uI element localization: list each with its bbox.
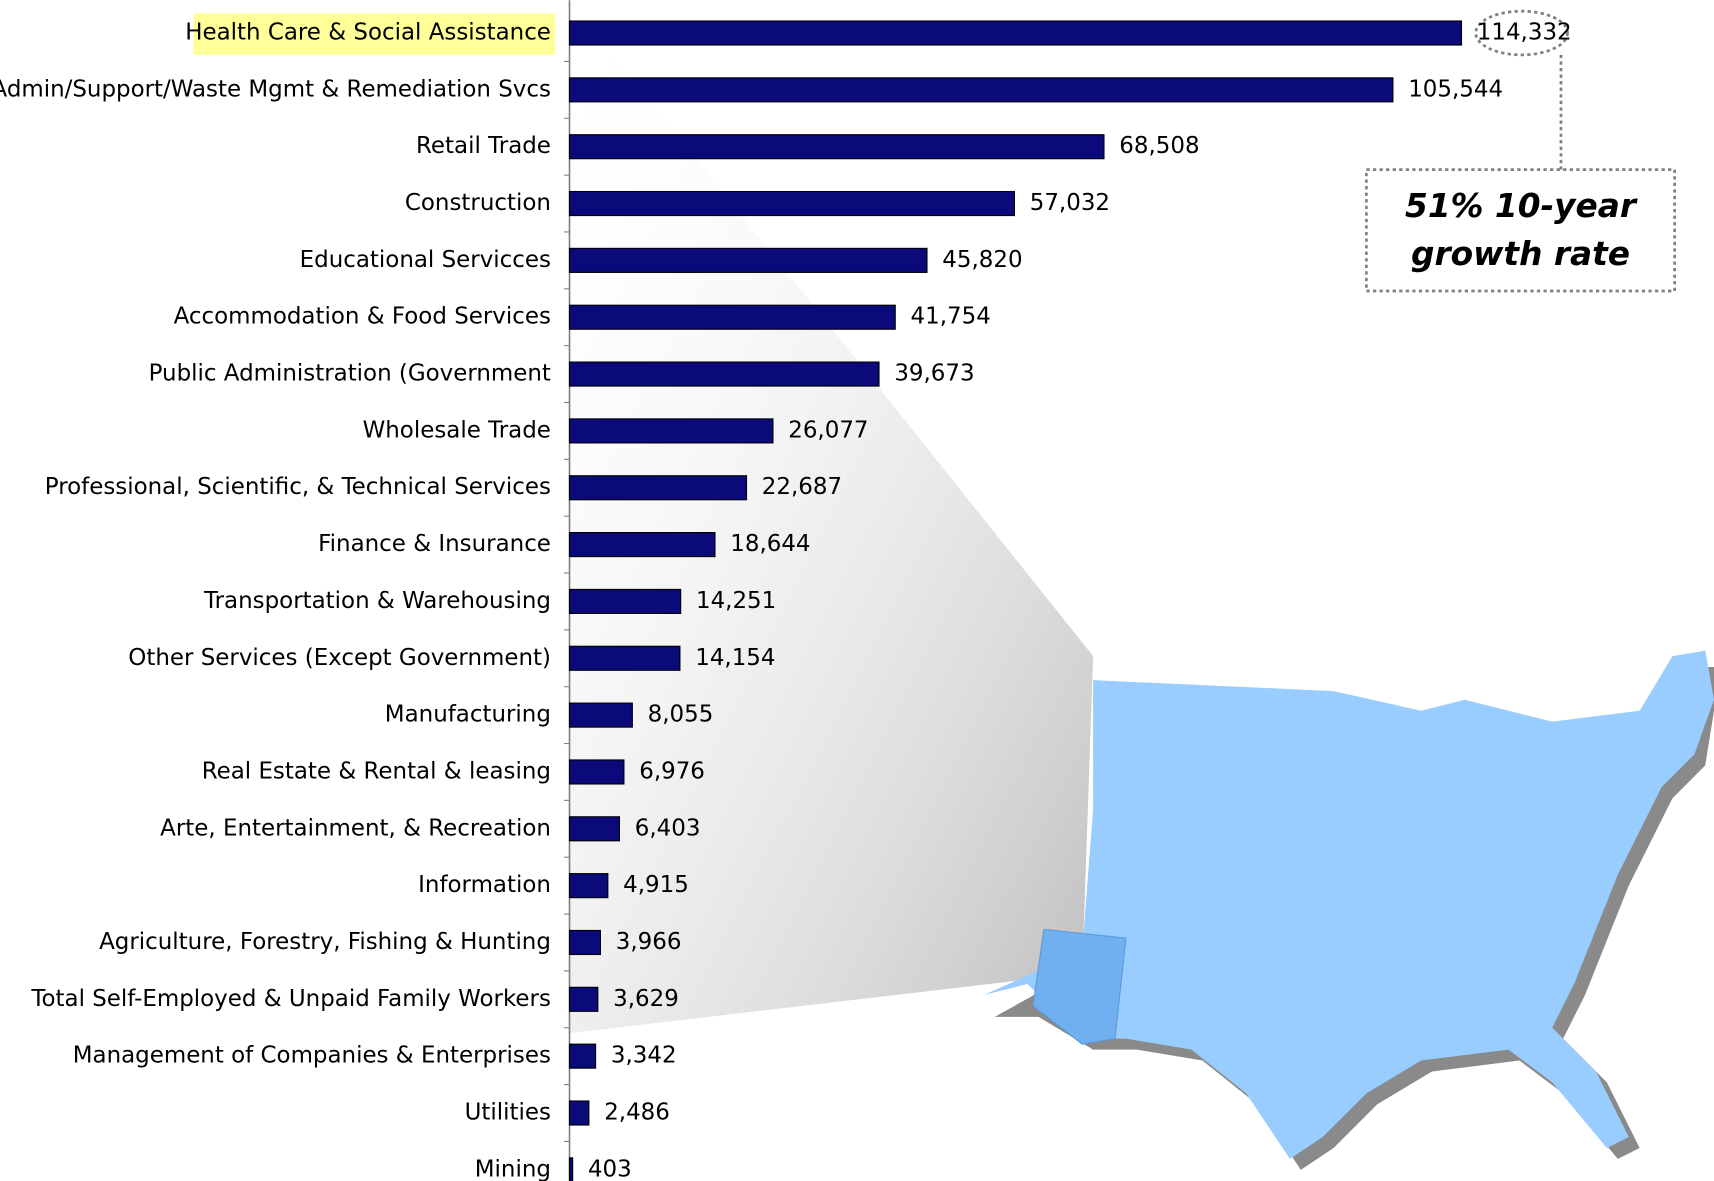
category-label: Construction <box>405 190 551 216</box>
category-label: Finance & Insurance <box>318 531 551 557</box>
category-label: Arte, Entertainment, & Recreation <box>160 815 551 841</box>
value-label: 14,251 <box>696 588 776 614</box>
category-label: Agriculture, Forestry, Fishing & Hunting <box>99 929 551 955</box>
bar <box>568 532 716 558</box>
value-label: 6,403 <box>635 815 701 841</box>
category-label: Admin/Support/Waste Mgmt & Remediation S… <box>0 76 551 102</box>
annotation: 51% 10-year <box>1405 187 1638 225</box>
bar <box>568 190 1016 217</box>
bar <box>568 1100 590 1126</box>
value-label: 14,154 <box>695 645 775 671</box>
category-label: Public Administration (Government <box>149 361 551 387</box>
bar <box>568 645 681 671</box>
bar <box>568 361 880 387</box>
category-label: Mining <box>475 1156 551 1181</box>
value-label: 3,342 <box>611 1043 677 1069</box>
bar <box>568 702 633 728</box>
bar <box>568 304 896 330</box>
bar <box>568 475 748 501</box>
value-label: 18,644 <box>730 531 810 557</box>
highlight <box>193 13 556 55</box>
annotation-box <box>1365 168 1677 293</box>
bar <box>568 20 1463 46</box>
value-label: 114,332 <box>1477 20 1572 46</box>
value-label: 3,966 <box>616 929 682 955</box>
category-label: Wholesale Trade <box>363 417 551 443</box>
bar <box>568 588 682 615</box>
bar <box>568 247 928 273</box>
value-label: 2,486 <box>604 1100 670 1126</box>
us-map <box>983 650 1714 1170</box>
bar <box>568 418 774 444</box>
category-label: Information <box>418 872 551 898</box>
value-label: 57,032 <box>1030 190 1110 216</box>
category-label: Real Estate & Rental & leasing <box>202 758 551 784</box>
category-label: Other Services (Except Government) <box>128 645 551 671</box>
category-label: Total Self-Employed & Unpaid Family Work… <box>30 986 551 1012</box>
category-label: Management of Companies & Enterprises <box>73 1043 551 1069</box>
bar <box>568 1157 574 1181</box>
value-label: 3,629 <box>613 986 679 1012</box>
bar <box>568 759 625 785</box>
category-label: Manufacturing <box>385 702 551 728</box>
bar <box>568 77 1394 103</box>
category-label: Health Care & Social Assistance <box>185 20 551 46</box>
bar <box>568 929 601 956</box>
value-label: 22,687 <box>762 474 842 500</box>
value-label: 39,673 <box>894 361 974 387</box>
value-label: 68,508 <box>1119 133 1199 159</box>
category-label: Accommodation & Food Services <box>174 304 551 330</box>
category-label: Professional, Scientific, & Technical Se… <box>45 474 551 500</box>
value-label: 403 <box>588 1156 632 1181</box>
value-label: 8,055 <box>648 702 714 728</box>
bar <box>568 134 1105 160</box>
bar <box>568 873 609 899</box>
bar <box>568 816 621 842</box>
value-label: 45,820 <box>942 247 1022 273</box>
category-label: Transportation & Warehousing <box>203 588 551 614</box>
callout-ellipse <box>1474 9 1569 57</box>
value-label: 26,077 <box>788 417 868 443</box>
bar <box>568 986 599 1012</box>
category-label: Educational Servicces <box>300 247 551 273</box>
value-label: 105,544 <box>1408 76 1503 102</box>
value-label: 6,976 <box>639 758 705 784</box>
bar <box>568 1043 597 1069</box>
annotation: growth rate <box>1411 235 1630 273</box>
category-label: Retail Trade <box>416 133 551 159</box>
category-label: Utilities <box>465 1100 551 1126</box>
value-label: 4,915 <box>623 872 689 898</box>
value-label: 41,754 <box>911 304 991 330</box>
